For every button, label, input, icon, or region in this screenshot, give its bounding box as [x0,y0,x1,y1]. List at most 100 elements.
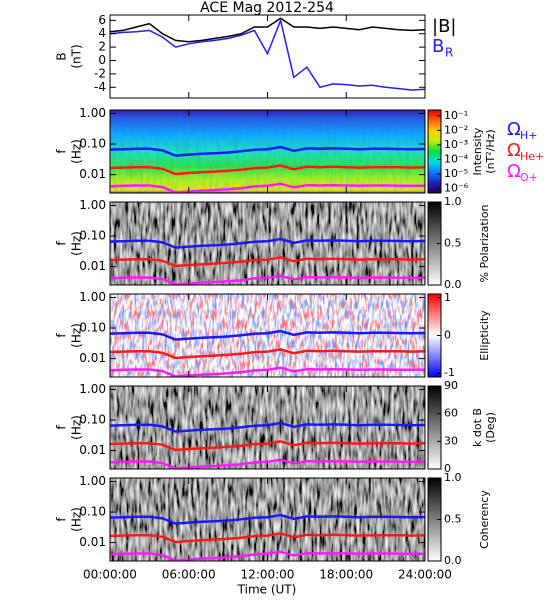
y-tick-label: 1.00 [79,474,106,488]
gyrofrequency-line [110,237,425,249]
y-axis-label: f [55,241,69,246]
y-tick-label: 6 [98,13,106,27]
y-tick-label: 0.01 [79,535,106,549]
colorbar-label: Ellipticity [478,310,491,361]
colorbar-tick-label: 0 [444,329,451,342]
legend-label: Ω [507,161,521,182]
legend-label: |B| [432,16,456,37]
legend-label-sub: He+ [520,150,544,163]
colorbar-label: k dot B [471,408,484,447]
colorbar-tick-label: 90 [444,379,458,392]
y-tick-label: 0.01 [79,443,106,457]
legend-label: Ω [507,140,521,161]
y-tick-label: 0.10 [79,505,106,519]
y-tick-label: 1.00 [79,198,106,212]
panel-2 [110,202,425,285]
y-tick-label: -2 [94,66,106,80]
panel-1 [110,110,425,193]
x-axis-label: Time (UT) [237,583,297,597]
panel-5 [110,478,425,561]
colorbar [427,109,442,194]
y-axis-label: f [55,333,69,338]
legend-label: B [432,36,444,57]
x-tick-label: 18:00:00 [319,568,373,582]
colorbar-tick-label: 30 [444,434,458,447]
y-tick-label: 2 [98,40,106,54]
y-axis-label: (Hz) [70,139,84,164]
y-tick-label: 4 [98,26,106,40]
y-axis-label: B [55,52,69,60]
colorbar-tick-label: 10⁻⁵ [444,167,468,180]
y-tick-label: 0.10 [79,137,106,151]
panel-0 [110,17,425,91]
y-tick-label: 1.00 [79,290,106,304]
colorbar-tick-label: 1.0 [444,195,462,208]
y-tick-label: -4 [94,80,106,94]
legend-label-sub: O+ [520,171,538,184]
panel-4 [110,386,425,469]
y-tick-label: 1.00 [79,106,106,120]
colorbar-label: Coherency [478,490,491,549]
y-axis-label: (Hz) [70,415,84,440]
y-tick-label: 0.10 [79,229,106,243]
gyrofrequency-line [110,329,425,341]
colorbar-tick-label: 60 [444,407,458,420]
chart-title: ACE Mag 2012-254 [200,0,334,16]
y-axis-label: f [55,517,69,522]
gyrofrequency-line [110,348,425,360]
colorbar-tick-label: 10⁻² [444,123,468,136]
y-tick-label: 0 [98,53,106,67]
y-axis-label: (Hz) [70,507,84,532]
colorbar-tick-label: 1 [444,291,451,304]
spectrogram-image [110,478,425,561]
colorbar-tick-label: -1 [444,366,455,379]
spectrogram-image [110,294,425,377]
colorbar-tick-label: 0.5 [444,237,462,250]
y-axis-label: (Hz) [70,323,84,348]
colorbar-label: (Deg) [484,412,497,443]
colorbar-tick-label: 10⁻⁴ [444,152,469,165]
data-line [110,17,425,91]
colorbar-tick-label: 1.0 [444,471,462,484]
colorbar-tick-label: 10⁻³ [444,138,468,151]
data-line [110,17,425,43]
y-axis-label: f [55,149,69,154]
gyrofrequency-line [110,274,425,285]
gyrofrequency-line [110,513,425,525]
y-tick-label: 0.01 [79,167,106,181]
colorbar-label: % Polarization [478,205,491,283]
y-tick-label: 0.01 [79,351,106,365]
colorbar-tick-label: 0.0 [444,278,462,291]
gyrofrequency-line [110,532,425,544]
colorbar-tick-label: 0.5 [444,513,462,526]
colorbar-tick-label: 0.0 [444,554,462,567]
y-tick-label: 0.10 [79,321,106,335]
legend-label-sub: R [445,46,453,60]
colorbar-label: (nT²/Hz) [484,129,497,173]
y-axis-label: (nT) [70,44,84,68]
gyrofrequency-line [110,182,425,193]
gyrofrequency-line [110,164,425,176]
y-tick-label: 1.00 [79,382,106,396]
colorbar-tick-label: 0 [444,462,451,475]
colorbar-tick-label: 10⁻¹ [444,109,468,122]
y-tick-label: 0.01 [79,259,106,273]
colorbar-label: Intensity [471,127,484,175]
panel-3 [110,294,425,377]
colorbar-tick-label: 10⁻⁶ [444,182,469,195]
spectrogram-image [110,386,425,469]
gyrofrequency-line [110,440,425,452]
gyrofrequency-line [110,145,425,157]
gyrofrequency-line [110,550,425,561]
y-axis-label: f [55,425,69,430]
x-tick-label: 00:00:00 [83,568,137,582]
spectrogram-image [110,110,425,193]
gyrofrequency-line [110,256,425,268]
spectrogram-image [110,202,425,285]
x-tick-label: 24:00:00 [398,568,452,582]
x-tick-label: 12:00:00 [241,568,295,582]
y-axis-label: (Hz) [70,231,84,256]
legend-label-sub: H+ [520,129,538,142]
